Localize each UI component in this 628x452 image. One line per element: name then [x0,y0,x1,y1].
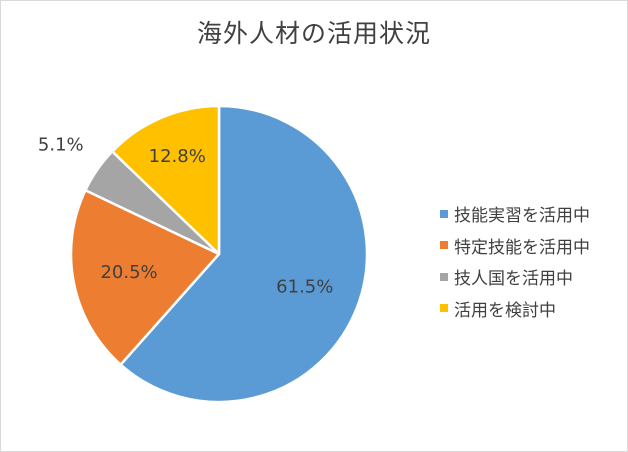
slice-gino-jisshu [119,104,369,404]
data-label: 61.5% [276,277,333,298]
legend-label: 技人国を活用中 [454,269,573,290]
slice-tokutei-gino [69,189,221,366]
data-label: 5.1% [38,135,84,156]
legend-swatch [440,209,448,218]
data-label: 20.5% [100,262,157,283]
legend-label: 活用を検討中 [454,300,556,321]
legend-label: 特定技能を活用中 [454,237,590,258]
legend-swatch [440,304,448,313]
legend-item-tokutei-gino: 特定技能を活用中 [440,230,590,262]
legend-label: 技能実習を活用中 [454,206,590,227]
data-label: 12.8% [149,146,206,167]
legend-item-gino-jisshu: 技能実習を活用中 [440,198,590,230]
legend-swatch [440,241,448,250]
slice-kento-chu [111,104,221,256]
legend-item-kento-chu: 活用を検討中 [440,293,590,325]
legend-swatch [440,272,448,281]
legend-item-gijinkoku: 技人国を活用中 [440,261,590,293]
legend: 技能実習を活用中 特定技能を活用中 技人国を活用中 活用を検討中 [440,198,590,324]
chart-title: 海外人材の活用状況 [196,19,431,48]
